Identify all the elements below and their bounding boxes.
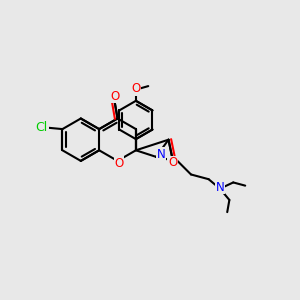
Text: N: N [157,148,166,161]
Text: Cl: Cl [36,121,48,134]
Text: N: N [215,181,224,194]
Text: O: O [131,82,140,95]
Text: O: O [110,90,119,103]
Text: O: O [114,157,124,170]
Text: O: O [168,156,177,169]
